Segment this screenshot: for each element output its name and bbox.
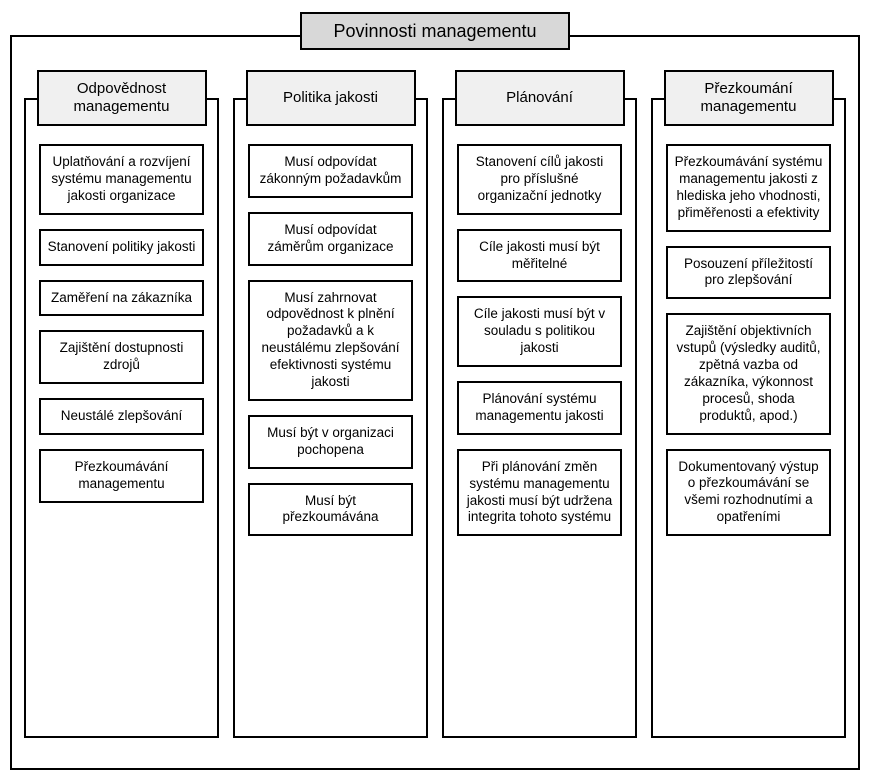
item-box: Musí odpovídat záměrům organizace [248,212,413,266]
column-header: Přezkoumání managementu [664,70,834,126]
column-frame: Uplatňování a rozvíjení systému manageme… [24,98,219,738]
item-box: Musí zahrnovat odpovědnost k plnění poža… [248,280,413,401]
item-box: Stanovení cílů jakosti pro příslušné org… [457,144,622,215]
column-responsibility: Odpovědnost managementu Uplatňování a ro… [24,70,219,738]
column-frame: Stanovení cílů jakosti pro příslušné org… [442,98,637,738]
item-box: Plánování systému managementu jakosti [457,381,622,435]
item-box: Cíle jakosti musí být měřitelné [457,229,622,283]
diagram-title: Povinnosti managementu [300,12,570,50]
item-box: Přezkoumávání systému managementu jakost… [666,144,831,232]
column-policy: Politika jakosti Musí odpovídat zákonným… [233,70,428,738]
column-header: Odpovědnost managementu [37,70,207,126]
column-header: Plánování [455,70,625,126]
item-box: Uplatňování a rozvíjení systému manageme… [39,144,204,215]
item-box: Musí být v organizaci pochopena [248,415,413,469]
item-box: Zajištění objektivních vstupů (výsledky … [666,313,831,434]
item-box: Přezkoumávání managementu [39,449,204,503]
item-box: Zajištění dostupnosti zdrojů [39,330,204,384]
column-header: Politika jakosti [246,70,416,126]
item-box: Musí odpovídat zákonným požadavkům [248,144,413,198]
columns-row: Odpovědnost managementu Uplatňování a ro… [10,70,860,738]
column-frame: Musí odpovídat zákonným požadavkům Musí … [233,98,428,738]
item-box: Neustálé zlepšování [39,398,204,435]
item-box: Posouzení příležitostí pro zlepšování [666,246,831,300]
column-planning: Plánování Stanovení cílů jakosti pro pří… [442,70,637,738]
column-review: Přezkoumání managementu Přezkoumávání sy… [651,70,846,738]
item-box: Cíle jakosti musí být v souladu s politi… [457,296,622,367]
item-box: Musí být přezkoumávána [248,483,413,537]
column-frame: Přezkoumávání systému managementu jakost… [651,98,846,738]
item-box: Zaměření na zákazníka [39,280,204,317]
item-box: Dokumentovaný výstup o přezkoumávání se … [666,449,831,537]
item-box: Při plánování změn systému managementu j… [457,449,622,537]
item-box: Stanovení politiky jakosti [39,229,204,266]
